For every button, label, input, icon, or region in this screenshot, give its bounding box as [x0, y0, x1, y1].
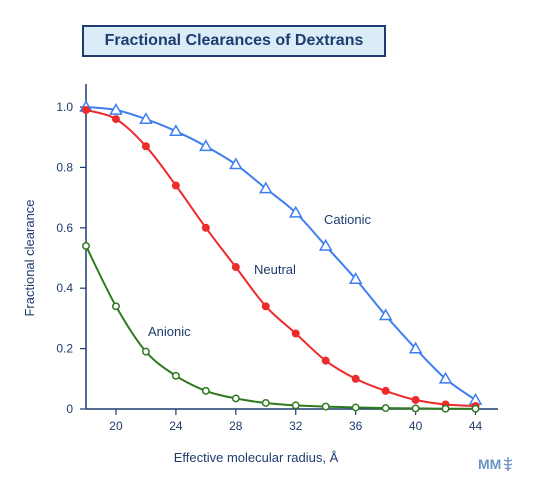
neutral-point	[381, 386, 390, 395]
x-tick-label: 32	[289, 419, 303, 433]
cationic-point	[318, 238, 333, 251]
anionic-point	[321, 402, 330, 411]
x-tick-label: 20	[109, 419, 123, 433]
chart-title: Fractional Clearances of Dextrans	[104, 32, 364, 49]
cationic-point	[408, 341, 423, 354]
cationic-point	[348, 272, 363, 285]
neutral-point	[291, 329, 300, 338]
cationic-point	[139, 112, 153, 124]
x-tick-label: 44	[469, 419, 483, 433]
anionic-point	[411, 404, 420, 413]
anionic-point	[141, 347, 150, 356]
anionic-point	[171, 371, 180, 380]
anionic-point	[82, 241, 90, 250]
y-tick-label: 1.0	[56, 100, 73, 114]
axes: 20 24 28 32 36 40 44 0 0.2 0.4 0.6 0.8 1.0	[56, 84, 498, 433]
neutral-point	[261, 302, 270, 311]
x-tick-label: 36	[349, 419, 363, 433]
series-layer	[79, 99, 483, 413]
x-tick-label: 40	[409, 419, 423, 433]
y-tick-label: 0.4	[56, 281, 73, 295]
mm-logo: MM	[478, 455, 513, 472]
y-tick-label: 0	[66, 402, 73, 416]
neutral-point	[411, 395, 420, 404]
anionic-point	[441, 404, 450, 413]
neutral-series-label: Neutral	[254, 262, 296, 277]
cationic-point	[438, 371, 453, 384]
x-axis-label: Effective molecular radius, Å	[174, 450, 339, 465]
anionic-point	[261, 399, 270, 407]
neutral-point	[141, 142, 150, 151]
cationic-series-label: Cationic	[324, 212, 371, 227]
y-axis-label: Fractional clearance	[22, 199, 37, 316]
neutral-point	[82, 106, 90, 115]
anionic-point	[291, 401, 300, 410]
cationic-point	[169, 124, 183, 137]
anionic-point	[351, 403, 360, 412]
neutral-line	[85, 109, 476, 407]
neutral-point	[351, 374, 360, 383]
neutral-point	[201, 223, 210, 232]
neutral-point	[321, 356, 330, 365]
logo-text: MM	[478, 456, 502, 472]
anionic-series-label: Anionic	[148, 324, 191, 339]
anionic-point	[381, 404, 390, 413]
chart-title-box: Fractional Clearances of Dextrans	[82, 25, 386, 57]
cationic-point	[199, 139, 213, 152]
anionic-point	[231, 394, 240, 403]
neutral-point	[171, 181, 180, 190]
cationic-point	[378, 308, 393, 321]
anionic-point	[112, 302, 120, 311]
cationic-point	[229, 157, 243, 170]
y-tick-label: 0.6	[56, 221, 73, 235]
y-tick-label: 0.8	[56, 160, 73, 174]
cationic-line	[85, 106, 477, 401]
cationic-point	[109, 103, 123, 115]
anionic-point	[471, 404, 480, 413]
cationic-point	[288, 205, 303, 218]
x-tick-label: 24	[169, 419, 183, 433]
caduceus-icon	[504, 457, 513, 471]
x-tick-label: 28	[229, 419, 243, 433]
cationic-point	[258, 181, 273, 194]
labels-layer: Effective molecular radius, Å Fractional …	[22, 199, 371, 465]
neutral-point	[111, 115, 120, 124]
neutral-point	[231, 263, 240, 272]
y-tick-label: 0.2	[56, 342, 73, 356]
anionic-point	[201, 386, 210, 395]
